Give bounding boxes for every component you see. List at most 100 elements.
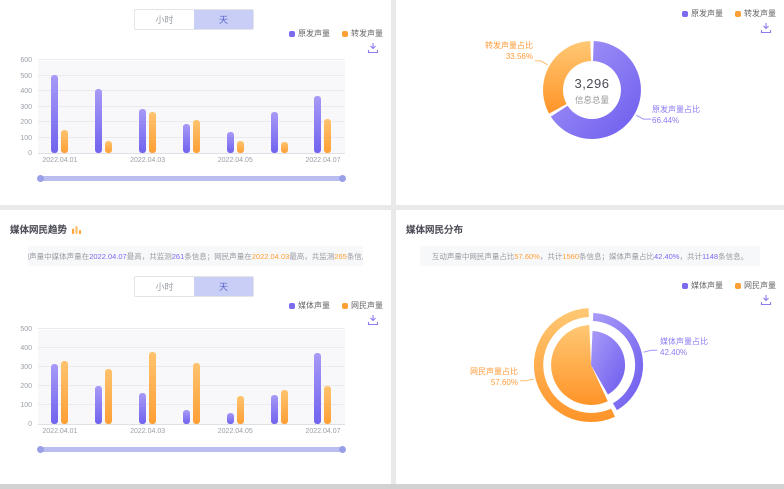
toggle-option-hour[interactable]: 小时 — [155, 282, 174, 292]
bar-转发声量 — [149, 111, 157, 153]
chart-legend: 原发声量 转发声量 — [289, 28, 383, 39]
x-tick-label: 2022.04.07 — [305, 428, 341, 435]
donut-center-label: 3,296 信息总量 — [542, 76, 642, 106]
donut-slice-original[interactable] — [550, 41, 641, 139]
slice-label-repost: 转发声量占比 33.56% — [485, 41, 533, 61]
y-tick-label: 400 — [20, 345, 32, 352]
legend-dot — [682, 282, 688, 289]
bar-网民声量 — [149, 351, 157, 424]
toggle-option-day[interactable]: 天 — [194, 10, 253, 29]
x-tick-label: 2022.04.03 — [130, 428, 166, 435]
bar-媒体声量 — [51, 364, 59, 424]
bar-转发声量 — [280, 142, 288, 153]
bar-group — [270, 61, 288, 153]
y-tick-label: 300 — [20, 103, 32, 111]
legend-dot — [289, 302, 295, 309]
legend-dot — [342, 302, 348, 309]
rose-slice-netizen[interactable] — [551, 325, 608, 405]
y-tick-label: 500 — [20, 72, 32, 80]
x-tick-label: 2022.04.01 — [42, 428, 78, 435]
bar-group: 2022.04.01 — [42, 330, 77, 435]
y-tick-label: 300 — [20, 364, 32, 371]
bar-group — [95, 330, 113, 424]
legend-item[interactable]: 原发声量 — [682, 8, 723, 19]
rose-ring-media[interactable] — [592, 313, 644, 411]
legend-item[interactable]: 转发声量 — [735, 8, 776, 19]
y-tick-label: 200 — [20, 383, 32, 390]
bar-chart-icon — [71, 225, 82, 234]
panel-title: 媒体网民趋势 — [10, 222, 82, 236]
legend-dot — [735, 282, 741, 289]
bar-网民声量 — [280, 389, 288, 424]
interaction-trend-bar-chart: 0 100 200 300 400 500 600 2022.04.01 2022.04.03… — [20, 57, 345, 164]
bar-原发声量 — [51, 74, 59, 153]
bar-媒体声量 — [270, 394, 278, 424]
bar-plot: 2022.04.01 2022.04.03 2022.04.05 2022.04.07 — [38, 59, 345, 164]
bar-group: 2022.04.03 — [130, 330, 165, 435]
x-tick-label: 2022.04.07 — [305, 157, 341, 164]
bar-group: 2022.04.01 — [42, 61, 77, 164]
chart-legend: 原发声量 转发声量 — [682, 8, 776, 19]
download-icon[interactable] — [760, 294, 772, 306]
bar-网民声量 — [61, 361, 69, 424]
legend-item[interactable]: 网民声量 — [342, 300, 383, 311]
x-tick-label: 2022.04.01 — [42, 157, 78, 164]
bar-group — [95, 61, 113, 153]
panel-title: 媒体网民分布 — [406, 225, 464, 236]
bar-网民声量 — [105, 368, 113, 424]
legend-item[interactable]: 网民声量 — [735, 280, 776, 291]
data-zoom-slider[interactable] — [37, 175, 346, 182]
panel-interaction-trend: 小时 天 原发声量 转发声量 0 100 200 300 400 500 600 2022.0… — [0, 0, 391, 205]
legend-dot — [682, 10, 688, 17]
bar-group: 2022.04.05 — [218, 330, 253, 435]
legend-item[interactable]: 媒体声量 — [289, 300, 330, 311]
y-tick-label: 600 — [20, 57, 32, 64]
donut-chart — [534, 41, 652, 139]
bar-group — [270, 330, 288, 424]
legend-dot — [735, 10, 741, 17]
toggle-option-day[interactable]: 天 — [194, 277, 253, 296]
bar-group — [182, 61, 200, 153]
y-tick-label: 0 — [28, 150, 32, 157]
y-tick-label: 400 — [20, 88, 32, 95]
legend-item[interactable]: 媒体声量 — [682, 280, 723, 291]
download-icon[interactable] — [760, 22, 772, 34]
download-icon[interactable] — [367, 42, 379, 54]
slice-label-original: 原发声量占比 66.44% — [652, 105, 700, 125]
bar-group — [182, 330, 200, 424]
bar-原发声量 — [182, 124, 190, 153]
summary-text: 互动声量中网民声量占比 57.60% ，共计 1560 条信息；媒体声量占比 42.40%… — [420, 246, 760, 266]
legend-dot — [289, 30, 295, 37]
panel-interaction-distribution: 原发声量 转发声量 3,296 信息总量 转发声量占比 33.56% 原发声量占比… — [396, 0, 784, 205]
bar-转发声量 — [192, 119, 200, 153]
bar-网民声量 — [324, 386, 332, 424]
bar-转发声量 — [61, 129, 69, 153]
media-netizen-trend-bar-chart: 0 100 200 300 400 500 2022.04.01 2022.04.03 202… — [20, 326, 345, 435]
y-tick-label: 0 — [28, 421, 32, 428]
data-zoom-slider[interactable] — [37, 446, 346, 453]
rose-pie-chart — [519, 308, 658, 423]
toggle-option-hour[interactable]: 小时 — [155, 15, 174, 25]
bar-网民声量 — [192, 363, 200, 424]
legend-item[interactable]: 转发声量 — [342, 28, 383, 39]
download-icon[interactable] — [367, 314, 379, 326]
rose-slice-media[interactable] — [591, 331, 626, 395]
total-volume-value: 3,296 — [574, 76, 610, 91]
slice-label-media: 媒体声量占比 42.40% — [660, 337, 708, 357]
donut-slice-repost[interactable] — [543, 41, 591, 114]
bar-原发声量 — [270, 111, 278, 153]
bar-原发声量 — [314, 96, 322, 153]
legend-item[interactable]: 原发声量 — [289, 28, 330, 39]
x-tick-label: 2022.04.05 — [217, 428, 253, 435]
y-tick-label: 100 — [20, 402, 32, 409]
bar-媒体声量 — [314, 352, 322, 424]
y-axis: 0 100 200 300 400 500 600 — [6, 57, 34, 157]
bar-媒体声量 — [95, 386, 103, 424]
legend-dot — [342, 30, 348, 37]
bar-媒体声量 — [182, 409, 190, 424]
bar-plot: 2022.04.01 2022.04.03 2022.04.05 2022.04.07 — [38, 328, 345, 435]
rose-ring-netizen[interactable] — [533, 308, 615, 423]
bar-原发声量 — [226, 132, 234, 153]
bar-媒体声量 — [139, 392, 147, 424]
